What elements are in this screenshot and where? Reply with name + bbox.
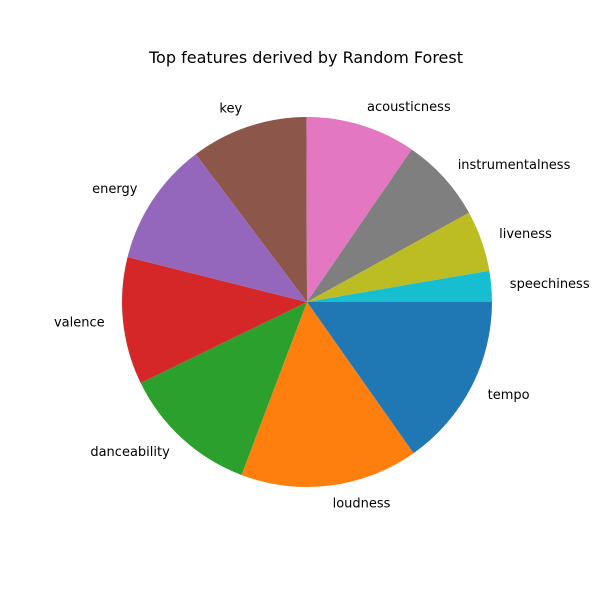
pie-slice-instrumentalness bbox=[307, 149, 470, 302]
pie-labels: tempo loudness danceability valence energy ke… bbox=[54, 100, 590, 511]
pie-label-loudness: loudness bbox=[333, 496, 391, 511]
pie-slices bbox=[121, 116, 492, 488]
pie-label-valence: valence bbox=[54, 316, 105, 331]
pie-slice-liveness bbox=[307, 212, 490, 302]
pie-slice-energy bbox=[127, 154, 307, 302]
pie-label-key: key bbox=[219, 102, 242, 117]
pie-slice-valence bbox=[121, 257, 307, 384]
pie-slice-loudness bbox=[241, 302, 414, 488]
pie-label-tempo: tempo bbox=[488, 388, 530, 403]
pie-label-instrumentalness: instrumentalness bbox=[458, 158, 571, 173]
pie-label-danceability: danceability bbox=[90, 445, 170, 460]
pie-label-speechiness: speechiness bbox=[510, 277, 590, 292]
pie-label-acousticness: acousticness bbox=[367, 100, 451, 115]
pie-slice-key bbox=[195, 117, 307, 302]
pie-label-liveness: liveness bbox=[499, 227, 552, 242]
pie-slice-acousticness bbox=[306, 116, 412, 302]
pie-slice-speechiness bbox=[307, 270, 492, 302]
chart-title: Top features derived by Random Forest bbox=[148, 48, 463, 67]
pie-slice-tempo bbox=[307, 302, 492, 454]
pie-slice-danceability bbox=[140, 302, 307, 476]
pie-label-energy: energy bbox=[92, 182, 138, 197]
